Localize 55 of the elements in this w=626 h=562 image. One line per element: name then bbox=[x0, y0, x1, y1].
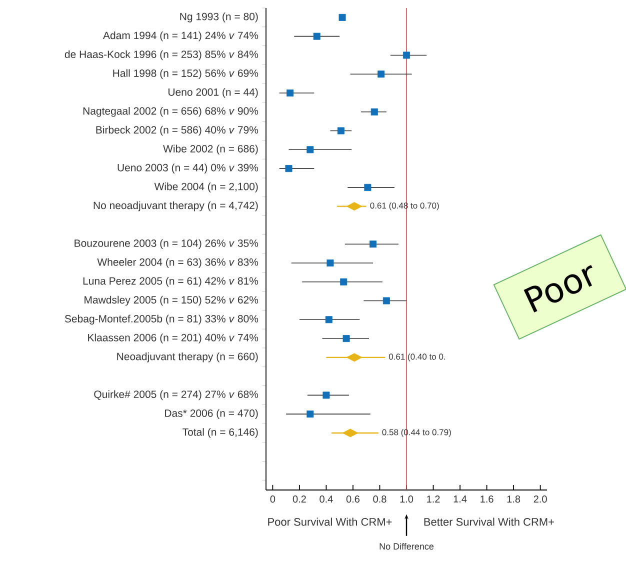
point bbox=[364, 184, 372, 191]
x-tick-label: 0.2 bbox=[292, 496, 306, 503]
x-tick-label: 0.4 bbox=[320, 496, 333, 503]
y-tick-label: Mawdsley 2005 (n = 150) 52% v 62% bbox=[84, 296, 258, 306]
y-tick-label: Sebag-Montef.2005b (n = 81) 33% v 80% bbox=[64, 314, 258, 325]
y-tick-label: Wibe 2002 (n = 686) bbox=[163, 144, 258, 155]
y-tick-label: Das* 2006 (n = 470) bbox=[165, 409, 258, 419]
x-tick-label: 1.8 bbox=[507, 496, 520, 503]
text: No Difference bbox=[380, 542, 434, 550]
y-tick-label: Adam 1994 (n = 141) 24% v 74% bbox=[103, 31, 258, 42]
x-tick-label: 0.8 bbox=[373, 496, 386, 503]
x-tick-label: 0.6 bbox=[346, 496, 360, 503]
point bbox=[285, 165, 292, 172]
text: Poor Survival With CRM+ bbox=[268, 518, 392, 526]
x-tick-label: 2.0 bbox=[534, 496, 547, 503]
y-tick-label: Bouzourene 2003 (n = 104) 26% v 35% bbox=[74, 239, 258, 249]
point bbox=[338, 14, 346, 21]
text: Better Survival With CRM+ bbox=[424, 518, 554, 526]
y-tick-label: Ueno 2003 (n = 44) 0% v 39% bbox=[118, 164, 258, 174]
y-tick-label: Nagtegaal 2002 (n = 656) 68% v 90% bbox=[83, 106, 258, 117]
x-tick-label: 1.2 bbox=[427, 496, 440, 503]
y-tick-label: Neoadjuvant therapy (n = 660) bbox=[117, 352, 258, 362]
y-tick-label: No neoadjuvant therapy (n = 4,742) bbox=[94, 201, 258, 212]
point bbox=[313, 32, 320, 40]
y-tick-label: Wheeler 2004 (n = 63) 36% v 83% bbox=[97, 258, 258, 268]
y-tick-label: Birbeck 2002 (n = 586) 40% v 79% bbox=[96, 126, 258, 136]
y-tick-label: Total (n = 6,146) bbox=[182, 428, 258, 438]
x-tick-label: 1.4 bbox=[454, 496, 467, 502]
point bbox=[325, 316, 332, 324]
point bbox=[342, 335, 350, 342]
x-tick-label: 0 bbox=[270, 496, 276, 503]
point bbox=[370, 240, 377, 248]
point bbox=[306, 410, 314, 418]
point bbox=[378, 70, 385, 78]
y-tick-label: Klaassen 2006 (n = 201) 40% v 74% bbox=[88, 334, 258, 344]
point bbox=[382, 297, 390, 304]
y-tick-label: Luna Perez 2005 (n = 61) 42% v 81% bbox=[83, 276, 258, 287]
point bbox=[403, 52, 410, 59]
x-tick-label: 1.6 bbox=[480, 496, 494, 503]
y-tick-label: de Haas-Kock 1996 (n = 253) 85% v 84% bbox=[64, 50, 258, 60]
data-label: 0.61 (0.40 to 0. bbox=[388, 353, 446, 362]
y-tick-label: Quirke# 2005 (n = 274) 27% v 68% bbox=[94, 390, 258, 400]
y-tick-label: Ng 1993 (n = 80) bbox=[180, 12, 258, 22]
y-tick-label: Hall 1998 (n = 152) 56% v 69% bbox=[113, 69, 258, 79]
point bbox=[340, 278, 348, 286]
annotation: Poor bbox=[524, 265, 592, 312]
point bbox=[306, 146, 314, 154]
y-tick-label: Ueno 2001 (n = 44) bbox=[168, 88, 258, 98]
point bbox=[322, 392, 330, 399]
point bbox=[326, 259, 334, 266]
y-tick-label: Wibe 2004 (n = 2,100) bbox=[154, 182, 258, 192]
x-tick-label: 1.0 bbox=[400, 496, 414, 503]
point bbox=[286, 89, 294, 96]
point bbox=[337, 127, 344, 134]
point bbox=[370, 108, 378, 116]
